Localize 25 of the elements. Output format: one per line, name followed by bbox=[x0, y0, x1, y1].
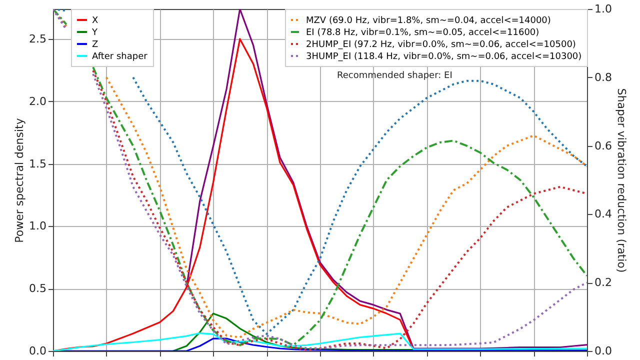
legend-label: X bbox=[92, 16, 98, 26]
y2-tick-label: 0.0 bbox=[594, 344, 612, 358]
legend-label: 3HUMP_EI (118.4 Hz, vibr=0.0%, sm~=0.06, accel<=10300) bbox=[306, 52, 582, 62]
line-series bbox=[172, 312, 414, 351]
y-axis-title: Power spectral density bbox=[13, 118, 26, 243]
legend-label: EI (78.8 Hz, vibr=0.1%, sm~=0.05, accel<=11600) bbox=[306, 28, 540, 38]
legend-label: 2HUMP_EI (97.2 Hz, vibr=0.0%, sm~=0.06, accel<=10500) bbox=[306, 40, 576, 50]
y2-tick-label: 0.8 bbox=[594, 70, 612, 84]
y2-tick-label: 0.6 bbox=[594, 139, 612, 152]
y2-tick-label: 1.0 bbox=[594, 2, 612, 16]
legend-label: Y bbox=[91, 28, 98, 38]
legend-label: Z bbox=[92, 40, 98, 50]
y2-tick-label: 0.2 bbox=[594, 276, 612, 290]
y-tick-label: 2.5 bbox=[29, 32, 46, 46]
annotation: Recommended shaper: EI bbox=[337, 71, 452, 81]
y2-axis-title: Shaper vibration reduction (ratio) bbox=[614, 88, 628, 273]
y-tick-label: 0.5 bbox=[29, 282, 46, 296]
y2-tick-label: 0.4 bbox=[594, 208, 612, 221]
line-series bbox=[186, 9, 587, 350]
y-tick-label: 2.0 bbox=[29, 94, 46, 108]
y-tick-label: 1.0 bbox=[29, 220, 46, 233]
y-tick-label: 1.5 bbox=[29, 157, 46, 170]
legend-label: MZV (69.0 Hz, vibr=1.8%, sm~=0.04, accel<=14000) bbox=[306, 16, 551, 26]
y-tick-label: 0.0 bbox=[29, 344, 46, 358]
legend-label: After shaper bbox=[92, 52, 148, 62]
